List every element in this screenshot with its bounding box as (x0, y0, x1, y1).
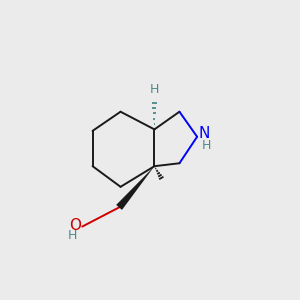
Text: N: N (199, 126, 210, 141)
Polygon shape (116, 166, 154, 210)
Text: O: O (69, 218, 81, 233)
Text: H: H (201, 139, 211, 152)
Text: H: H (67, 229, 77, 242)
Text: H: H (150, 83, 159, 96)
